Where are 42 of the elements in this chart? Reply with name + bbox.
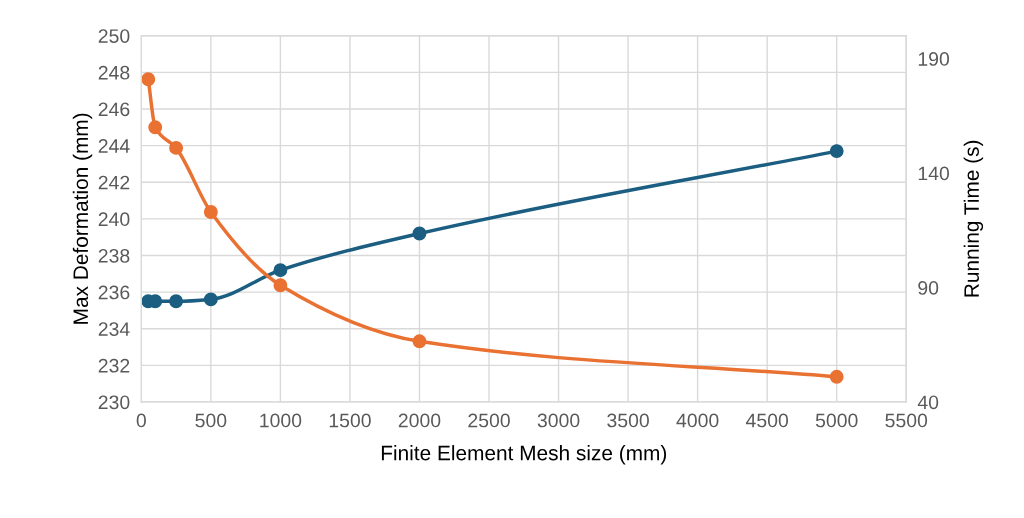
y-tick-label: 230 (98, 395, 130, 410)
point (273, 263, 288, 278)
y2-tick-label: 40 (917, 395, 939, 410)
x-tick-label: 3000 (537, 413, 580, 428)
x-tick-label: 3500 (607, 413, 649, 428)
y-tick-label: 234 (98, 322, 130, 336)
point (203, 292, 218, 307)
point (169, 140, 184, 155)
y-tick-label: 246 (98, 102, 130, 117)
y-axis-title: Max Deformation (mm) (72, 113, 93, 324)
x-tick-label: 1500 (329, 413, 371, 428)
point (141, 72, 156, 87)
point (412, 226, 427, 241)
x-tick-label: 2500 (468, 413, 510, 428)
x-tick-label: 4000 (676, 413, 719, 428)
x-tick-label: 2000 (398, 413, 441, 428)
x-tick-label: 4500 (745, 413, 789, 428)
x-tick-label: 5500 (885, 413, 928, 428)
y2-tick-label: 140 (918, 166, 950, 181)
point (273, 278, 288, 293)
y-tick-label: 248 (98, 65, 130, 80)
y-tick-label: 236 (98, 285, 130, 300)
y2-axis-title: Running Time (s) (963, 140, 984, 297)
y-tick-label: 244 (98, 139, 130, 153)
y2-tick-label: 190 (918, 52, 950, 66)
x-axis-title: Finite Element Mesh size (mm) (381, 445, 667, 465)
x-tick-label: 0 (136, 413, 146, 428)
point (829, 369, 844, 384)
y-tick-label: 232 (98, 358, 130, 373)
y-tick-label: 238 (98, 248, 130, 263)
point (203, 205, 218, 219)
point (829, 144, 844, 159)
y-tick-label: 250 (98, 29, 130, 43)
point (148, 120, 163, 135)
x-tick-label: 1000 (260, 413, 302, 428)
x-tick-label: 500 (195, 413, 227, 428)
point (169, 294, 184, 309)
y2-tick-label: 90 (918, 280, 939, 295)
y-tick-label: 242 (98, 175, 130, 190)
y-tick-label: 240 (98, 212, 130, 227)
x-tick-label: 5000 (815, 413, 858, 428)
point (412, 334, 427, 349)
